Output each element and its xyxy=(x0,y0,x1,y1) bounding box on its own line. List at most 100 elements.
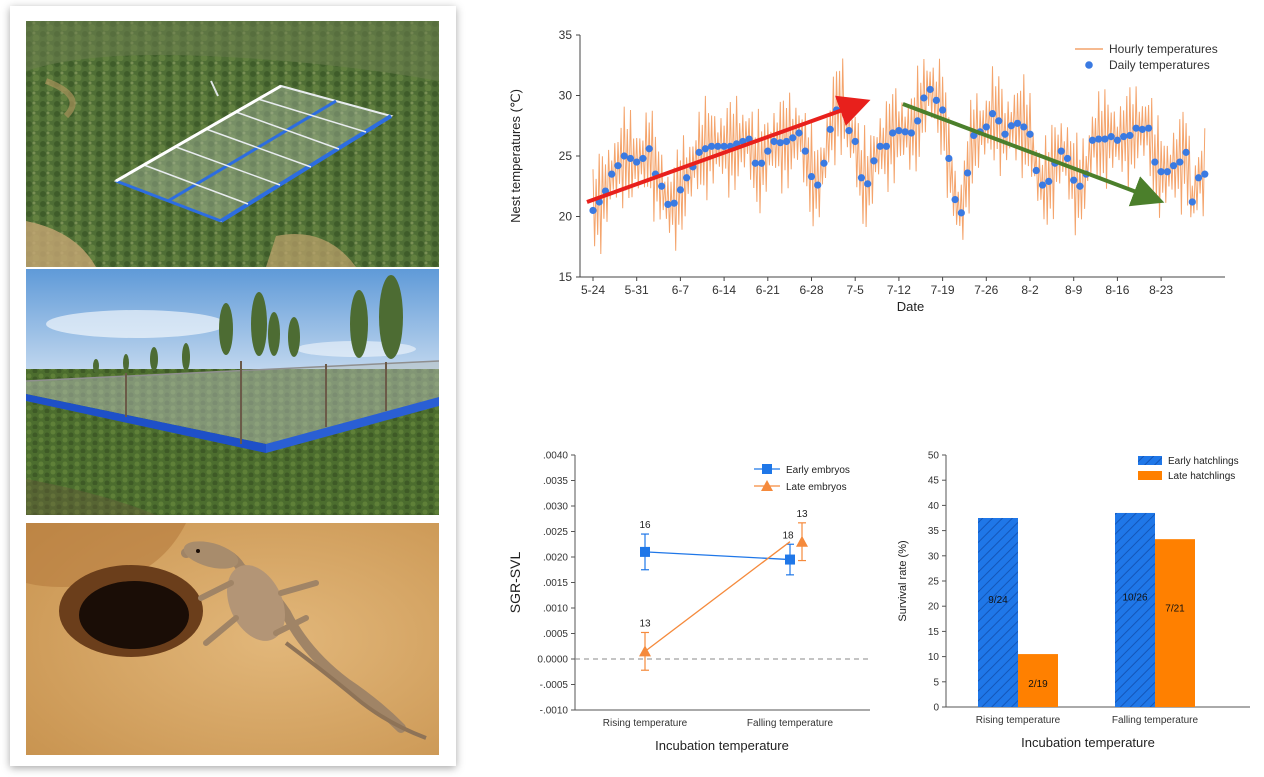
daily-temperature-point xyxy=(1013,119,1022,127)
x-tick-label: 6-28 xyxy=(799,283,823,297)
enclosure-photo-aerial xyxy=(26,21,439,267)
legend-early-marker xyxy=(762,464,772,474)
x-tick-label: Rising temperature xyxy=(976,715,1061,726)
daily-temperature-point xyxy=(995,117,1003,125)
daily-temperature-point xyxy=(589,206,597,215)
y-tick-label: 25 xyxy=(559,149,573,163)
daily-temperature-point xyxy=(845,126,853,135)
daily-temperature-point xyxy=(795,129,803,137)
survival-rate-chart: 0 5 10 15 20 25 30 35 40 45 50 Survival rate (%) Inc… xyxy=(892,420,1262,756)
x-tick-label: 5-24 xyxy=(581,283,605,297)
daily-temperature-point xyxy=(770,137,778,146)
daily-temperature-point xyxy=(626,154,635,163)
y-axis-title: SGR-SVL xyxy=(507,552,523,614)
daily-temperature-point xyxy=(757,159,766,167)
sample-size-label: 16 xyxy=(639,520,651,531)
daily-temperature-point xyxy=(708,142,716,150)
bar-count-label: 2/19 xyxy=(1028,679,1048,690)
legend-late-marker xyxy=(761,480,773,491)
daily-temperature-point xyxy=(957,209,965,217)
daily-temperature-point xyxy=(1107,133,1115,141)
daily-temperature-point xyxy=(676,186,684,194)
daily-temperature-point xyxy=(907,129,915,137)
x-tick-label: 8-2 xyxy=(1021,283,1039,297)
daily-temperature-point xyxy=(645,145,653,153)
daily-temperature-point xyxy=(932,96,940,104)
sample-size-label: 13 xyxy=(639,618,651,629)
daily-temperature-point xyxy=(1076,182,1084,190)
daily-temperature-series xyxy=(589,85,1209,217)
y-tick-label: .0030 xyxy=(543,502,568,513)
daily-temperature-point xyxy=(920,94,928,102)
daily-temperature-point xyxy=(670,199,678,207)
daily-temperature-point xyxy=(1163,168,1171,176)
daily-temperature-point xyxy=(951,195,959,204)
enclosure-photo-ground xyxy=(26,269,439,515)
lizard-photo xyxy=(26,523,439,755)
daily-temperature-point xyxy=(1188,198,1196,206)
legend-daily-label: Daily temperatures xyxy=(1109,58,1210,72)
y-tick-label: -.0010 xyxy=(540,706,569,717)
late-hatchling-bar xyxy=(1018,654,1058,707)
daily-temperature-point xyxy=(1113,136,1121,144)
daily-temperature-point xyxy=(720,142,728,150)
bar-count-label: 9/24 xyxy=(988,595,1008,606)
x-tick-label: 8-16 xyxy=(1105,283,1129,297)
y-tick-label: .0005 xyxy=(543,629,568,640)
x-tick-label: Falling temperature xyxy=(1112,715,1199,726)
legend-hourly-label: Hourly temperatures xyxy=(1109,42,1218,56)
daily-temperature-point xyxy=(876,142,884,150)
daily-temperature-point xyxy=(789,134,797,142)
daily-temperature-point xyxy=(1057,147,1065,155)
daily-temperature-point xyxy=(1201,170,1209,178)
y-tick-label: 10 xyxy=(928,652,940,663)
x-axis-title: Incubation temperature xyxy=(655,738,789,753)
daily-temperature-point xyxy=(782,137,791,146)
daily-temperature-point xyxy=(614,162,622,170)
legend-early-swatch xyxy=(1138,456,1162,465)
legend-late-label: Late hatchlings xyxy=(1168,471,1235,482)
daily-temperature-point xyxy=(683,174,691,182)
daily-temperature-point xyxy=(801,147,809,155)
daily-temperature-point xyxy=(826,125,834,133)
y-tick-label: .0015 xyxy=(543,578,568,589)
y-tick-label: 30 xyxy=(928,551,940,562)
daily-temperature-point xyxy=(1032,166,1040,175)
daily-temperature-point xyxy=(1101,135,1109,143)
bar-count-label: 7/21 xyxy=(1165,603,1185,614)
daily-temperature-point xyxy=(1132,124,1140,132)
daily-temperature-point xyxy=(1007,122,1015,130)
daily-temperature-point xyxy=(639,154,647,163)
top-chart-legend: Hourly temperatures Daily temperatures xyxy=(1075,42,1218,72)
daily-temperature-point xyxy=(701,145,709,153)
late-embryo-point xyxy=(639,645,651,657)
x-tick-label: 6-21 xyxy=(756,283,780,297)
daily-temperature-point xyxy=(1182,148,1190,156)
y-tick-label: 35 xyxy=(928,526,940,537)
series-line-late xyxy=(644,541,791,652)
late-hatchling-bar xyxy=(1155,539,1195,707)
y-tick-label: 20 xyxy=(559,210,573,224)
daily-temperature-point xyxy=(776,139,784,147)
daily-temperature-point xyxy=(714,142,722,150)
daily-temperature-point xyxy=(608,170,616,178)
daily-temperature-point xyxy=(1169,162,1178,170)
nest-temperature-chart: 15 20 25 30 35 5-24 5-31 6-7 6-14 6-21 6-28 7-5 7-12… xyxy=(500,15,1249,319)
daily-temperature-point xyxy=(963,169,972,177)
daily-temperature-point xyxy=(895,126,903,135)
y-tick-label: 40 xyxy=(928,501,940,512)
daily-temperature-point xyxy=(945,154,953,163)
daily-temperature-point xyxy=(1063,154,1072,163)
legend-late-label: Late embryos xyxy=(786,482,847,493)
y-tick-label: 15 xyxy=(928,627,940,638)
y-tick-label: 20 xyxy=(928,602,940,613)
hourly-temperature-series xyxy=(592,58,1206,255)
y-tick-label: 0.0000 xyxy=(537,655,568,666)
daily-temperature-point xyxy=(1020,123,1028,131)
daily-temperature-point xyxy=(1038,181,1047,189)
early-embryo-point xyxy=(785,554,795,565)
daily-temperature-point xyxy=(807,172,816,181)
sample-size-label: 13 xyxy=(796,509,808,520)
y-tick-label: 0 xyxy=(933,703,939,714)
photo-panel xyxy=(10,6,456,766)
